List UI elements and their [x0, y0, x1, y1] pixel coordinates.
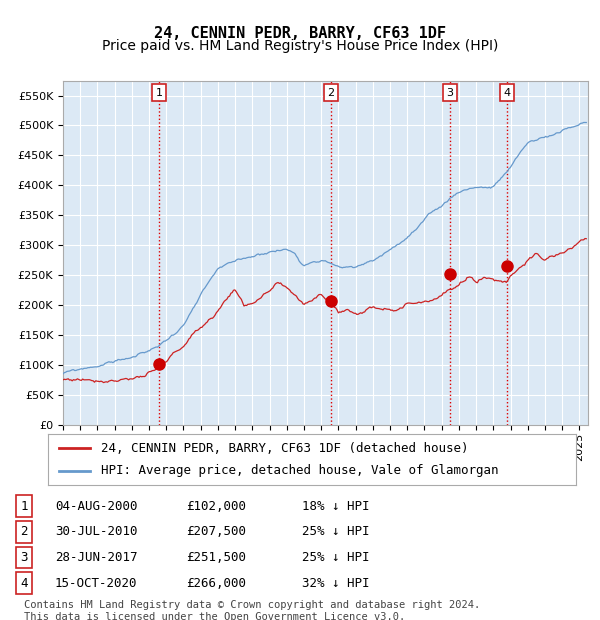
- Text: 18% ↓ HPI: 18% ↓ HPI: [302, 500, 370, 513]
- Text: 15-OCT-2020: 15-OCT-2020: [55, 577, 137, 590]
- Text: 3: 3: [20, 551, 28, 564]
- Text: 25% ↓ HPI: 25% ↓ HPI: [302, 525, 370, 538]
- Text: 24, CENNIN PEDR, BARRY, CF63 1DF (detached house): 24, CENNIN PEDR, BARRY, CF63 1DF (detach…: [101, 441, 469, 454]
- Text: 1: 1: [155, 87, 163, 97]
- Text: 24, CENNIN PEDR, BARRY, CF63 1DF: 24, CENNIN PEDR, BARRY, CF63 1DF: [154, 26, 446, 41]
- Text: 32% ↓ HPI: 32% ↓ HPI: [302, 577, 370, 590]
- Text: Contains HM Land Registry data © Crown copyright and database right 2024.
This d: Contains HM Land Registry data © Crown c…: [24, 600, 480, 620]
- Text: 2: 2: [328, 87, 335, 97]
- Text: £102,000: £102,000: [186, 500, 246, 513]
- Text: 1: 1: [20, 500, 28, 513]
- Text: £266,000: £266,000: [186, 577, 246, 590]
- Text: 30-JUL-2010: 30-JUL-2010: [55, 525, 137, 538]
- Text: 25% ↓ HPI: 25% ↓ HPI: [302, 551, 370, 564]
- Text: £251,500: £251,500: [186, 551, 246, 564]
- Text: 3: 3: [446, 87, 454, 97]
- Text: Price paid vs. HM Land Registry's House Price Index (HPI): Price paid vs. HM Land Registry's House …: [102, 39, 498, 53]
- Text: 28-JUN-2017: 28-JUN-2017: [55, 551, 137, 564]
- Text: 4: 4: [503, 87, 511, 97]
- Text: 2: 2: [20, 525, 28, 538]
- Text: 04-AUG-2000: 04-AUG-2000: [55, 500, 137, 513]
- Text: £207,500: £207,500: [186, 525, 246, 538]
- Text: HPI: Average price, detached house, Vale of Glamorgan: HPI: Average price, detached house, Vale…: [101, 464, 499, 477]
- Text: 4: 4: [20, 577, 28, 590]
